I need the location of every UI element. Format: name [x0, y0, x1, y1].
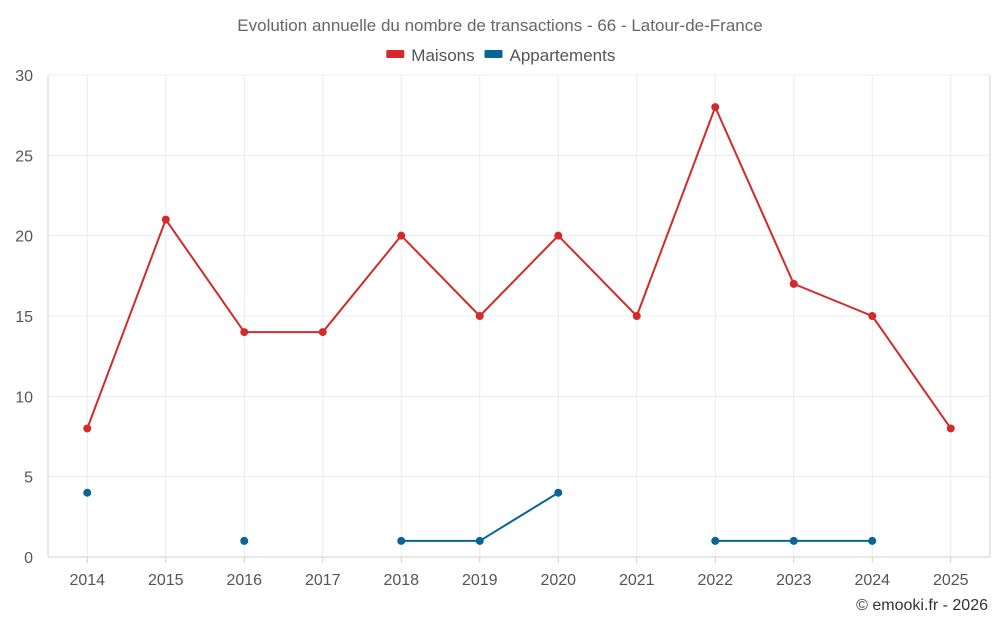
x-tick-label: 2016 — [226, 572, 262, 589]
x-axis: 2014 2015 2016 2017 2018 2019 2020 2021 2022 2023… — [69, 557, 969, 589]
data-point[interactable] — [397, 536, 406, 545]
x-tick-label: 2024 — [854, 572, 890, 589]
data-point[interactable] — [789, 536, 798, 545]
data-point[interactable] — [83, 488, 92, 497]
x-tick-label: 2021 — [619, 572, 655, 589]
data-point[interactable] — [161, 215, 170, 224]
legend-item-maisons[interactable]: Maisons — [386, 46, 475, 65]
data-point[interactable] — [475, 312, 484, 320]
data-point[interactable] — [83, 424, 92, 433]
chart-title: Evolution annuelle du nombre de transact… — [237, 16, 762, 35]
data-point[interactable] — [632, 312, 641, 320]
series-maisons — [83, 103, 955, 433]
y-axis: 0 5 10 15 20 25 30 — [15, 68, 33, 567]
data-point[interactable] — [946, 424, 955, 433]
data-point[interactable] — [868, 312, 877, 320]
series-line — [86, 106, 952, 430]
x-tick-label: 2023 — [776, 572, 812, 589]
data-point[interactable] — [397, 231, 406, 240]
y-tick-label: 10 — [15, 389, 33, 406]
legend-swatch — [386, 50, 405, 58]
y-tick-label: 15 — [15, 309, 33, 326]
legend-label: Maisons — [411, 46, 474, 65]
x-tick-label: 2015 — [148, 572, 184, 589]
x-tick-label: 2018 — [383, 572, 419, 589]
legend-swatch — [484, 50, 503, 58]
data-point[interactable] — [868, 536, 877, 545]
y-tick-label: 20 — [15, 229, 33, 246]
data-point[interactable] — [711, 103, 720, 112]
y-tick-label: 0 — [24, 550, 33, 567]
data-point[interactable] — [318, 328, 327, 337]
x-tick-label: 2022 — [697, 572, 733, 589]
x-tick-label: 2025 — [933, 572, 969, 589]
y-tick-label: 25 — [15, 148, 33, 165]
legend: Maisons Appartements — [386, 46, 615, 65]
data-point[interactable] — [554, 231, 563, 240]
data-point[interactable] — [711, 536, 720, 545]
data-point[interactable] — [554, 488, 563, 497]
legend-item-appartements[interactable]: Appartements — [484, 46, 616, 65]
x-tick-label: 2014 — [69, 572, 105, 589]
x-tick-label: 2020 — [540, 572, 576, 589]
y-tick-label: 30 — [15, 68, 33, 85]
y-tick-label: 5 — [24, 470, 33, 487]
data-point[interactable] — [789, 279, 798, 288]
series-layer — [83, 103, 955, 545]
x-tick-label: 2019 — [462, 572, 498, 589]
grid — [47, 74, 991, 558]
legend-label: Appartements — [510, 46, 616, 65]
data-point[interactable] — [240, 536, 249, 545]
data-point[interactable] — [240, 328, 249, 337]
credit-text: © emooki.fr - 2026 — [856, 597, 988, 614]
x-tick-label: 2017 — [305, 572, 341, 589]
data-point[interactable] — [475, 536, 484, 545]
series-appartements — [83, 488, 877, 545]
